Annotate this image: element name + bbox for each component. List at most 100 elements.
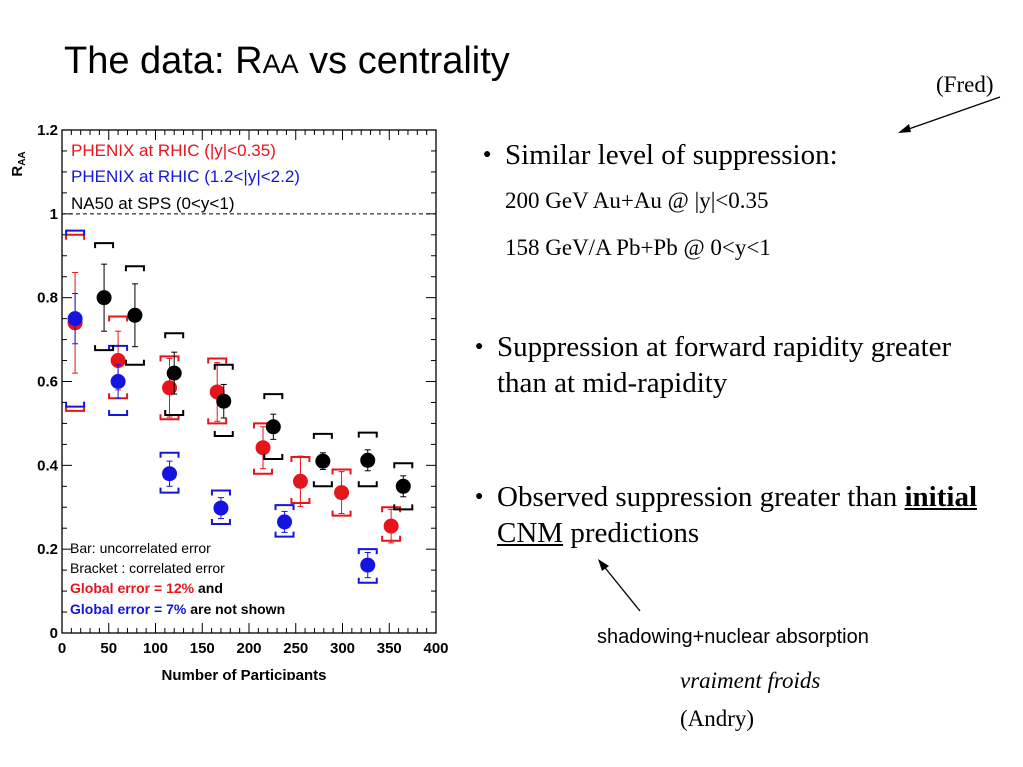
bullet-cnm-predictions: ● Observed suppression greater than initi… [475, 481, 978, 549]
bracket-lower [357, 577, 378, 584]
series-2 [94, 242, 414, 511]
legend-entry-na50: NA50 at SPS (0<y<1) [71, 194, 234, 213]
bullet-dot: ● [475, 339, 484, 354]
legend-entry-phenix-mid: PHENIX at RHIC (|y|<0.35) [71, 141, 276, 160]
y-tick-label: 1 [50, 206, 58, 223]
bracket-lower [94, 345, 115, 352]
bracket-upper [108, 344, 129, 351]
bracket-lower [207, 418, 228, 425]
bracket-lower [253, 468, 274, 475]
y-tick-label: 0.8 [37, 290, 58, 307]
chart-axes: 0 50 100 150 200 250 300 350 400 0 0.2 0.4 0.6 0.8 1 1.… [37, 122, 448, 657]
series-0 [65, 233, 402, 544]
note-global-blue: Global error = 7% are not shown [70, 601, 285, 617]
bracket-upper [159, 355, 180, 362]
data-point [292, 473, 308, 489]
bracket-lower [159, 414, 180, 421]
arrow-initial-head [598, 559, 609, 571]
bracket-upper [65, 229, 86, 236]
data-point [166, 365, 182, 381]
x-tick-label: 200 [236, 640, 261, 657]
bracket-upper [94, 242, 115, 249]
bullet-dot: ● [475, 489, 484, 504]
x-tick-label: 250 [283, 640, 308, 657]
data-point [162, 380, 178, 396]
bracket-lower [108, 410, 129, 417]
y-tick-label: 1.2 [37, 122, 58, 139]
data-point [360, 557, 376, 573]
bracket-upper [331, 468, 352, 475]
data-point [162, 466, 178, 482]
bracket-upper [393, 462, 414, 469]
x-tick-label: 100 [143, 640, 168, 657]
bracket-lower [331, 510, 352, 517]
x-axis-label: Number of Participants [161, 667, 326, 680]
x-tick-label: 300 [330, 640, 355, 657]
bracket-upper [274, 504, 295, 511]
note-bar: Bar: uncorrelated error [70, 540, 211, 556]
bracket-lower [357, 481, 378, 488]
bullet-dot: ● [483, 147, 492, 162]
y-tick-label: 0.2 [37, 541, 58, 558]
bracket-lower [210, 519, 231, 526]
arrow-initial [601, 563, 641, 612]
y-tick-label: 0.6 [37, 374, 58, 391]
bracket-lower [274, 531, 295, 538]
word-cnm: CNM [497, 517, 564, 549]
arrow-fred-head [898, 124, 911, 133]
legend-entry-phenix-forward: PHENIX at RHIC (1.2<|y|<2.2) [71, 167, 300, 186]
annotation-shadowing: shadowing+nuclear absorption [597, 626, 869, 648]
bracket-upper [108, 315, 129, 322]
data-point [334, 485, 350, 501]
note-global-red: Global error = 12% and [70, 580, 223, 596]
raa-chart: 0 50 100 150 200 250 300 350 400 0 0.2 0.4 0.6 0.8 1 1.… [9, 122, 449, 680]
x-tick-label: 50 [100, 640, 117, 657]
data-point [216, 393, 232, 409]
bracket-upper [263, 393, 284, 400]
data-point [360, 452, 376, 468]
chart-notes: Bar: uncorrelated error Bracket : correl… [70, 540, 285, 617]
bracket-lower [263, 454, 284, 461]
bracket-lower [312, 481, 333, 488]
bracket-lower [124, 359, 145, 366]
comment-andry: (Andry) [680, 706, 755, 731]
bracket-upper [124, 265, 145, 272]
data-point [265, 419, 281, 435]
bracket-lower [65, 401, 86, 408]
series-1 [65, 229, 378, 584]
bullet-similar-suppression: ● Similar level of suppression: [483, 139, 838, 171]
bracket-upper [312, 432, 333, 439]
word-initial: initial [904, 481, 978, 513]
slide-title: The data: RAA vs centrality [64, 40, 510, 82]
data-point [127, 307, 143, 323]
x-tick-label: 0 [58, 640, 66, 657]
note-bracket: Bracket : correlated error [70, 560, 225, 576]
bracket-upper [357, 548, 378, 555]
arrow-fred [902, 96, 1001, 132]
bracket-upper [357, 431, 378, 438]
data-point [96, 290, 112, 306]
comment-vraiment-froids: vraiment froids [680, 668, 821, 693]
bracket-upper [210, 489, 231, 496]
data-point [383, 518, 399, 534]
chart-marks [65, 229, 414, 584]
data-point [277, 514, 293, 530]
y-tick-label: 0.4 [37, 457, 59, 474]
bracket-upper [164, 332, 185, 339]
data-point [110, 353, 126, 369]
author-note-fred: (Fred) [936, 72, 994, 97]
bracket-lower [393, 504, 414, 511]
bullet-forward-rapidity: ● Suppression at forward rapidity greater… [475, 331, 952, 399]
data-point [255, 440, 271, 456]
y-axis-label: RAA [9, 151, 28, 176]
bracket-upper [213, 363, 234, 370]
data-point [315, 453, 331, 469]
chart-legend: PHENIX at RHIC (|y|<0.35) PHENIX at RHIC… [71, 141, 300, 213]
bracket-lower [213, 430, 234, 437]
x-tick-label: 400 [423, 640, 448, 657]
data-point [395, 478, 411, 494]
bracket-upper [159, 451, 180, 458]
subline-auau: 200 GeV Au+Au @ |y|<0.35 [505, 188, 769, 213]
subline-pbpb: 158 GeV/A Pb+Pb @ 0<y<1 [505, 235, 771, 260]
